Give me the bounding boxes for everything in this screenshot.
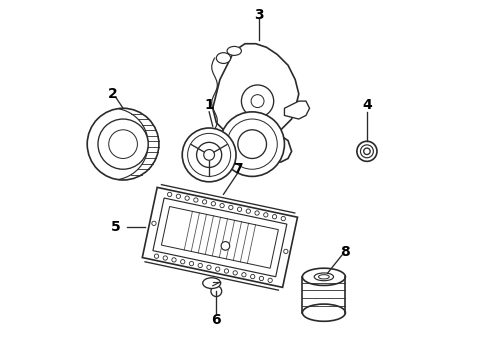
Circle shape [220, 203, 224, 208]
Circle shape [194, 198, 198, 202]
Circle shape [233, 271, 237, 275]
Circle shape [185, 196, 189, 200]
Ellipse shape [220, 112, 285, 176]
Ellipse shape [203, 278, 220, 288]
Circle shape [198, 263, 202, 267]
Ellipse shape [227, 46, 242, 55]
Circle shape [251, 95, 264, 108]
Ellipse shape [238, 130, 267, 158]
Circle shape [250, 274, 255, 279]
Ellipse shape [318, 275, 329, 279]
Text: 7: 7 [233, 162, 243, 176]
Circle shape [189, 261, 194, 266]
Circle shape [255, 211, 259, 215]
Circle shape [207, 265, 211, 270]
Circle shape [272, 215, 277, 219]
Circle shape [259, 276, 264, 280]
Circle shape [357, 141, 377, 161]
Text: 8: 8 [341, 245, 350, 259]
Circle shape [268, 278, 272, 283]
Circle shape [172, 258, 176, 262]
Polygon shape [285, 101, 310, 119]
Circle shape [163, 256, 168, 260]
Ellipse shape [302, 304, 345, 321]
Circle shape [211, 202, 216, 206]
Circle shape [168, 192, 172, 197]
Ellipse shape [302, 268, 345, 285]
Ellipse shape [98, 119, 148, 169]
Circle shape [242, 85, 274, 117]
Ellipse shape [109, 130, 137, 158]
Circle shape [364, 148, 370, 154]
Circle shape [196, 142, 221, 167]
Bar [302, 277, 345, 313]
Circle shape [284, 249, 288, 253]
Ellipse shape [227, 119, 277, 169]
Circle shape [211, 286, 221, 297]
Ellipse shape [216, 53, 231, 63]
Circle shape [202, 200, 207, 204]
Circle shape [242, 273, 246, 277]
Circle shape [229, 205, 233, 210]
Text: 6: 6 [212, 313, 221, 327]
Text: 5: 5 [111, 220, 121, 234]
Circle shape [238, 207, 242, 211]
Circle shape [188, 134, 231, 176]
Text: 4: 4 [362, 98, 372, 112]
Circle shape [152, 221, 156, 225]
Ellipse shape [314, 273, 334, 281]
Polygon shape [142, 188, 297, 287]
Polygon shape [161, 207, 278, 268]
Ellipse shape [87, 108, 159, 180]
Circle shape [246, 209, 250, 213]
Circle shape [216, 267, 220, 271]
Circle shape [176, 194, 180, 198]
Circle shape [221, 242, 230, 250]
Circle shape [361, 145, 373, 158]
Circle shape [264, 213, 268, 217]
Text: 1: 1 [204, 98, 214, 112]
Circle shape [182, 128, 236, 182]
Polygon shape [213, 44, 299, 162]
Circle shape [204, 149, 215, 160]
Text: 2: 2 [107, 87, 117, 101]
Circle shape [181, 260, 185, 264]
Polygon shape [153, 198, 287, 277]
Circle shape [281, 216, 286, 221]
Circle shape [154, 254, 159, 258]
Text: 3: 3 [254, 8, 264, 22]
Circle shape [224, 269, 229, 273]
